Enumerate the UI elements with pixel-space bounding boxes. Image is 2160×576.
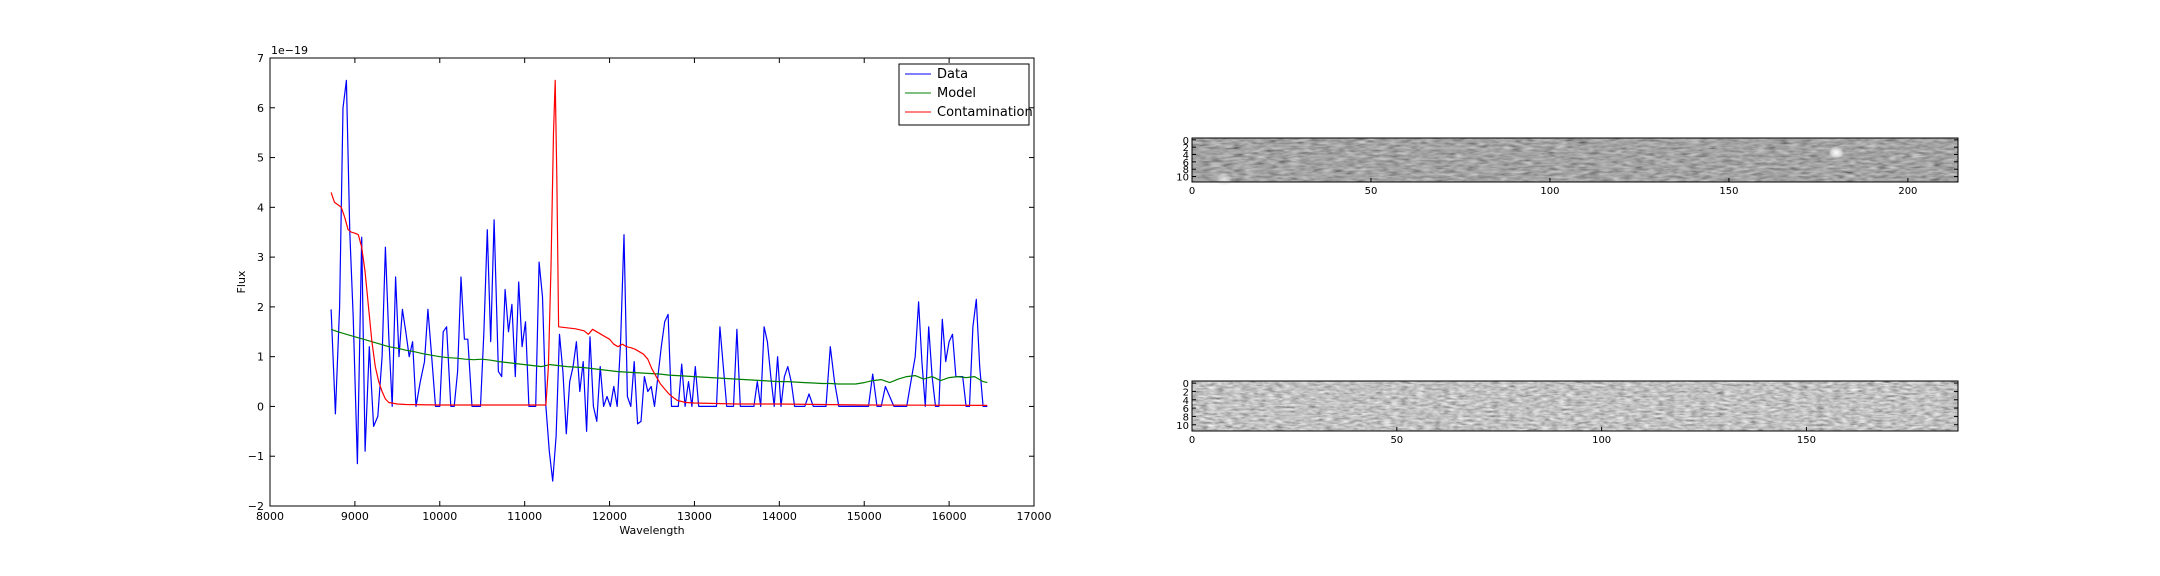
x-tick-label: 10000 [422,510,457,523]
image-y-tick-label: 10 [1176,173,1189,184]
x-tick-label: 12000 [592,510,627,523]
y-axis-ticks: −2 −1 0 1 2 3 4 5 6 7 [248,52,1034,513]
image-2-x-ticks: 0 50 100 150 [1189,427,1816,446]
image-y-tick-label: 0 [1183,379,1189,390]
y-tick-label: 4 [257,201,264,214]
x-tick-label: 8000 [256,510,284,523]
series-line-data [330,79,988,482]
image-x-tick-label: 0 [1189,435,1195,446]
y-tick-label: 2 [257,301,264,314]
image-y-tick-label: 2 [1183,143,1189,154]
series-line-model [330,328,988,385]
legend-label-contamination: Contamination [937,105,1033,120]
image-y-tick-label: 4 [1183,396,1189,407]
y-axis-offset-text: 1e−19 [271,44,308,57]
x-axis-ticks: 8000 9000 10000 11000 12000 13000 14000 15000 16… [256,58,1052,523]
image-1-frame [1191,137,1959,183]
image-y-tick-label: 8 [1183,165,1189,176]
y-axis-label: Flux [235,270,248,293]
image-2-frame [1191,380,1959,432]
image-x-tick-label: 50 [1365,186,1378,197]
y-tick-label: −1 [248,450,264,463]
x-tick-label: 13000 [677,510,712,523]
image-1-pixels [1192,138,1958,182]
x-axis-label: Wavelength [619,524,684,537]
image-y-tick-label: 2 [1183,387,1189,398]
image-1-x-ticks: 0 50 100 150 200 [1189,178,1917,197]
image-y-tick-label: 6 [1183,158,1189,169]
x-tick-label: 9000 [341,510,369,523]
series-line-contamination [330,79,988,406]
plot-frame [269,57,1035,507]
y-tick-label: 5 [257,152,264,165]
image-y-tick-label: 4 [1183,151,1189,162]
plot-area [270,58,1034,506]
legend: Data Model Contamination [898,63,1033,126]
y-tick-label: 3 [257,251,264,264]
image-x-tick-label: 100 [1592,435,1611,446]
spectrum-plot: 8000 9000 10000 11000 12000 13000 14000 15000 16… [235,44,1052,537]
x-tick-label: 15000 [847,510,882,523]
x-tick-label: 14000 [762,510,797,523]
image-bright-source [1215,171,1234,186]
y-tick-label: 6 [257,102,264,115]
image-x-tick-label: 150 [1719,186,1738,197]
series-group [330,79,988,482]
image-x-tick-label: 150 [1797,435,1816,446]
image-y-tick-label: 6 [1183,404,1189,415]
image-x-tick-label: 100 [1540,186,1559,197]
image-2-pixels [1192,381,1958,431]
image-bright-source [1827,145,1846,160]
y-tick-label: −2 [248,500,264,513]
image-y-tick-label: 10 [1176,421,1189,432]
y-tick-label: 0 [257,400,264,413]
x-tick-label: 11000 [507,510,542,523]
legend-label-model: Model [937,86,976,101]
image-y-tick-label: 0 [1183,136,1189,147]
legend-label-data: Data [937,67,968,82]
image-x-tick-label: 50 [1390,435,1403,446]
x-tick-label: 17000 [1017,510,1052,523]
y-tick-label: 7 [257,52,264,65]
image-x-tick-label: 0 [1189,186,1195,197]
image-y-tick-label: 8 [1183,412,1189,423]
y-tick-label: 1 [257,351,264,364]
image-x-tick-label: 200 [1898,186,1917,197]
x-tick-label: 16000 [932,510,967,523]
